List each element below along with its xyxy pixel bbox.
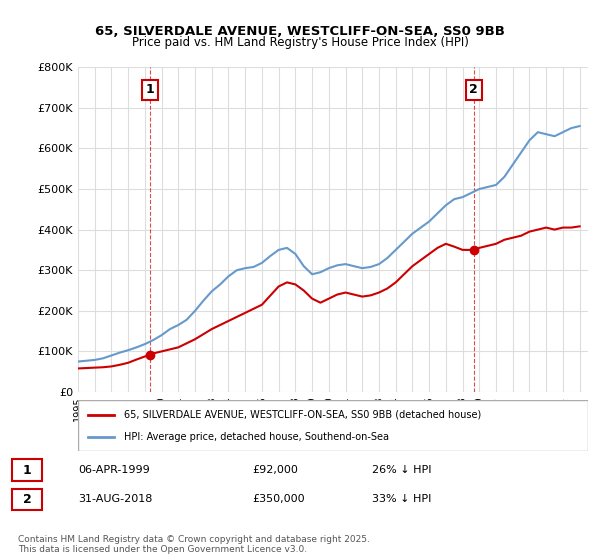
Text: 26% ↓ HPI: 26% ↓ HPI [372, 465, 431, 475]
Text: HPI: Average price, detached house, Southend-on-Sea: HPI: Average price, detached house, Sout… [124, 432, 389, 442]
Text: 2: 2 [23, 493, 31, 506]
Text: £350,000: £350,000 [252, 494, 305, 505]
Text: 2: 2 [469, 83, 478, 96]
Text: 33% ↓ HPI: 33% ↓ HPI [372, 494, 431, 505]
Text: 65, SILVERDALE AVENUE, WESTCLIFF-ON-SEA, SS0 9BB: 65, SILVERDALE AVENUE, WESTCLIFF-ON-SEA,… [95, 25, 505, 38]
Text: £92,000: £92,000 [252, 465, 298, 475]
Text: 65, SILVERDALE AVENUE, WESTCLIFF-ON-SEA, SS0 9BB (detached house): 65, SILVERDALE AVENUE, WESTCLIFF-ON-SEA,… [124, 409, 481, 419]
Text: Contains HM Land Registry data © Crown copyright and database right 2025.
This d: Contains HM Land Registry data © Crown c… [18, 535, 370, 554]
Text: 06-APR-1999: 06-APR-1999 [78, 465, 150, 475]
Text: 31-AUG-2018: 31-AUG-2018 [78, 494, 152, 505]
FancyBboxPatch shape [12, 488, 42, 510]
FancyBboxPatch shape [78, 400, 588, 451]
Text: Price paid vs. HM Land Registry's House Price Index (HPI): Price paid vs. HM Land Registry's House … [131, 36, 469, 49]
Text: 1: 1 [23, 464, 31, 477]
FancyBboxPatch shape [12, 459, 42, 481]
Text: 1: 1 [146, 83, 154, 96]
